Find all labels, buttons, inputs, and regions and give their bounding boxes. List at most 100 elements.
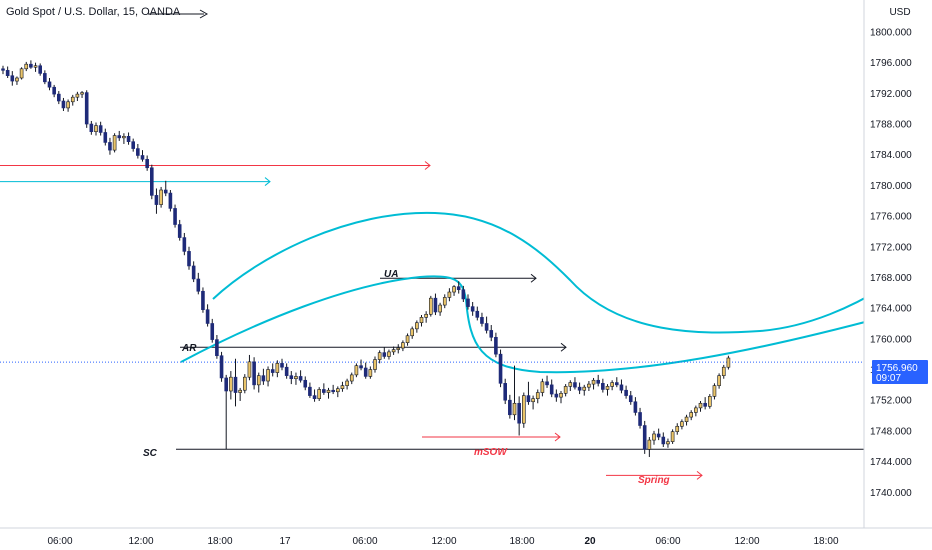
candle: [238, 387, 242, 401]
candle-body: [122, 136, 126, 139]
candle: [24, 61, 29, 72]
candle-body: [410, 328, 415, 337]
candle-body: [452, 286, 456, 293]
candle: [591, 377, 596, 390]
candle-body: [80, 92, 84, 95]
candle: [266, 366, 270, 387]
candle: [136, 143, 140, 159]
candle: [368, 366, 373, 379]
candle: [56, 91, 61, 105]
candle-body: [633, 401, 638, 413]
candles: [1, 60, 731, 457]
candle-body: [470, 306, 475, 312]
candle-body: [5, 70, 10, 77]
candle-body: [680, 421, 684, 427]
candle-body: [601, 383, 605, 390]
candle: [159, 186, 163, 208]
candle: [98, 121, 103, 136]
candle: [298, 370, 303, 383]
candle-body: [349, 374, 354, 382]
candle: [289, 371, 294, 385]
candle: [475, 306, 480, 321]
candle-body: [275, 363, 280, 373]
candle: [545, 375, 549, 388]
candle-body: [405, 335, 410, 343]
candle: [675, 423, 680, 435]
candle: [428, 295, 433, 317]
candle: [554, 389, 559, 402]
candle: [442, 294, 447, 309]
candle: [5, 66, 10, 79]
candle-body: [219, 355, 224, 379]
candle-body: [331, 389, 335, 393]
candle: [382, 347, 387, 359]
candle: [535, 389, 540, 404]
candle: [405, 333, 410, 346]
upper-arc-curve: [212, 211, 885, 334]
candle-body: [1, 68, 5, 71]
candle: [466, 294, 470, 310]
candle-body: [628, 395, 633, 403]
candle: [191, 261, 196, 283]
candle: [70, 94, 75, 106]
candle: [721, 364, 726, 379]
candle: [29, 60, 33, 69]
candle: [698, 400, 703, 412]
candle: [103, 128, 108, 146]
candle: [61, 97, 66, 111]
candle: [154, 188, 159, 214]
time-tick-label: 18:00: [207, 536, 232, 547]
candle: [596, 374, 601, 387]
level-arrow-head: [560, 342, 567, 352]
candle: [43, 70, 47, 85]
candle-body: [94, 125, 98, 133]
candle-body: [224, 377, 228, 392]
candle-body: [512, 402, 517, 416]
candle: [326, 387, 331, 399]
candle: [280, 358, 284, 371]
candle: [275, 360, 280, 378]
price-tick-label: 1792.000: [870, 89, 912, 100]
price-tick-label: 1788.000: [870, 120, 912, 131]
price-axis[interactable]: USD: [863, 0, 932, 550]
last-price-label: 1756.960 09:07: [872, 360, 928, 384]
candle-body: [52, 86, 56, 95]
candle: [438, 302, 442, 316]
candle-body: [415, 322, 419, 330]
candle: [568, 380, 573, 391]
candle-body: [117, 135, 122, 139]
candle: [117, 130, 122, 141]
candle-body: [136, 148, 140, 156]
candle-body: [56, 93, 61, 102]
candle: [401, 340, 405, 352]
candle-body: [196, 278, 201, 292]
candle-body: [480, 317, 484, 324]
candle: [80, 91, 84, 98]
annotation-label: AR: [181, 343, 197, 354]
candle: [396, 344, 401, 354]
candle: [94, 122, 98, 136]
candle: [694, 405, 698, 417]
candle-body: [661, 436, 666, 445]
candle-body: [540, 381, 545, 393]
candle-body: [182, 237, 187, 252]
candle: [168, 190, 173, 212]
time-tick-label: 12:00: [431, 536, 456, 547]
candle: [610, 380, 614, 391]
candle-body: [670, 431, 675, 442]
candle-body: [377, 352, 382, 360]
candle-body: [596, 379, 601, 384]
candle-body: [503, 383, 508, 401]
candle-body: [456, 286, 461, 291]
price-tick-label: 1796.000: [870, 58, 912, 69]
time-ticks: 06:00 12:00 18:00 17 06:00 12:00 18:00 20 06:00 1…: [47, 536, 838, 547]
candle-body: [559, 392, 563, 398]
candle: [549, 379, 554, 398]
candle: [577, 382, 582, 395]
candle: [638, 407, 642, 429]
candle: [233, 358, 238, 407]
candle: [89, 120, 94, 135]
candle-body: [47, 81, 52, 88]
candle: [461, 285, 466, 303]
